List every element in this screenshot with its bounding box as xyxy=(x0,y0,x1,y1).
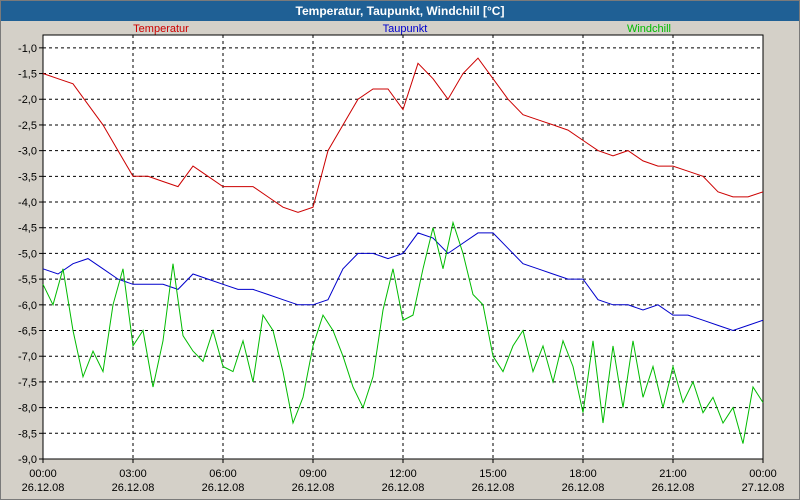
x-tick-date: 26.12.08 xyxy=(22,482,65,494)
y-tick-label: -7,5 xyxy=(18,377,37,389)
chart-svg: -1,0 -1,5 -2,0 -2,5 -3,0 -3,5 -4,0 -4,5 -5,0 -5,5… xyxy=(18,23,785,494)
y-tick-label: -2,0 xyxy=(18,94,37,106)
x-tick-time: 15:00 xyxy=(479,468,507,480)
x-tick-time: 21:00 xyxy=(659,468,687,480)
x-tick-date: 26.12.08 xyxy=(562,482,605,494)
y-tick-label: -1,0 xyxy=(18,43,37,55)
y-tick-label: -4,0 xyxy=(18,197,37,209)
y-tick-label: -8,0 xyxy=(18,403,37,415)
x-tick-date: 26.12.08 xyxy=(112,482,155,494)
y-tick-label: -3,5 xyxy=(18,171,37,183)
y-tick-label: -4,5 xyxy=(18,223,37,235)
y-tick-label: -1,5 xyxy=(18,69,37,81)
x-tick-time: 00:00 xyxy=(749,468,777,480)
x-tick-time: 18:00 xyxy=(569,468,597,480)
y-tick-label: -8,5 xyxy=(18,428,37,440)
y-tick-label: -6,5 xyxy=(18,326,37,338)
series-line-windchill xyxy=(42,220,764,444)
y-tick-label: -2,5 xyxy=(18,120,37,132)
y-tick-label: -5,0 xyxy=(18,248,37,260)
y-tick-label: -6,0 xyxy=(18,300,37,312)
x-tick-time: 09:00 xyxy=(299,468,327,480)
y-tick-label: -3,0 xyxy=(18,146,37,158)
x-tick-date: 26.12.08 xyxy=(202,482,245,494)
x-tick-date: 26.12.08 xyxy=(472,482,515,494)
y-tick-label: -9,0 xyxy=(18,454,37,466)
legend-windchill: Windchill xyxy=(627,23,671,35)
x-tick-time: 03:00 xyxy=(119,468,147,480)
series-line-taupunkt xyxy=(42,232,764,332)
x-tick-date: 26.12.08 xyxy=(292,482,335,494)
series-line-temperatur xyxy=(42,57,764,213)
y-tick-label: -7,0 xyxy=(18,351,37,363)
x-tick-time: 00:00 xyxy=(29,468,57,480)
window-title: Temperatur, Taupunkt, Windchill [°C] xyxy=(1,1,799,21)
y-tick-label: -5,5 xyxy=(18,274,37,286)
x-tick-date: 27.12.08 xyxy=(742,482,785,494)
x-tick-time: 06:00 xyxy=(209,468,237,480)
x-tick-date: 26.12.08 xyxy=(652,482,695,494)
legend-taupunkt: Taupunkt xyxy=(383,23,428,35)
x-tick-date: 26.12.08 xyxy=(382,482,425,494)
x-tick-time: 12:00 xyxy=(389,468,417,480)
legend-temperatur: Temperatur xyxy=(133,23,189,35)
